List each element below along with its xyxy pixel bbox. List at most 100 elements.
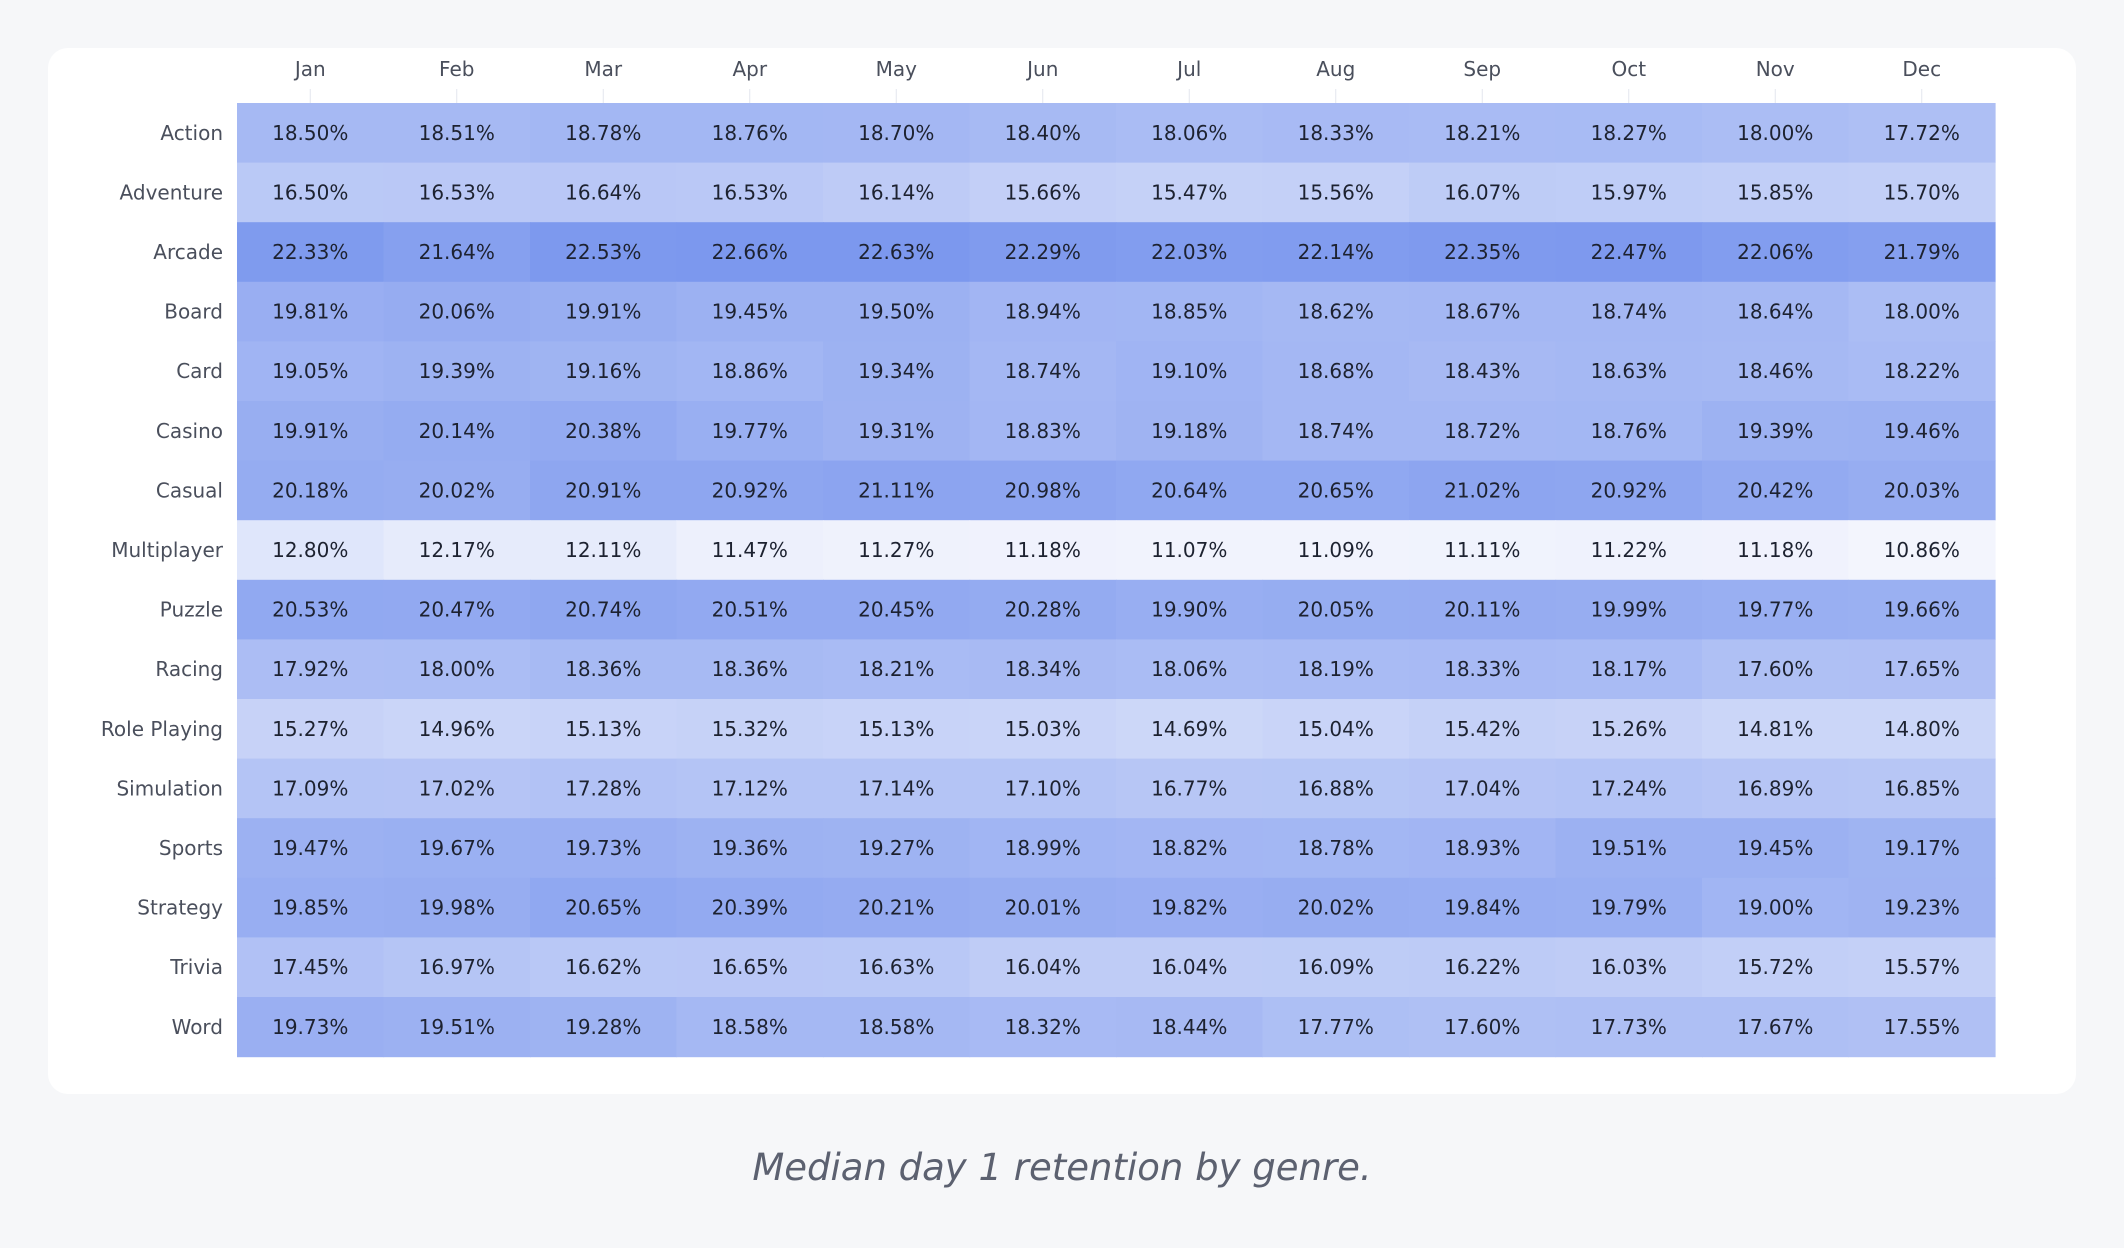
- cell-action-may: [823, 103, 971, 164]
- cell-adventure-jun: [969, 162, 1117, 223]
- cell-value-card-dec: 18.22%: [1884, 359, 1960, 383]
- cell-card-aug: [1262, 341, 1410, 402]
- cell-casual-aug: [1262, 460, 1410, 521]
- cell-value-board-apr: 19.45%: [712, 300, 788, 324]
- cell-value-sports-apr: 19.36%: [712, 836, 788, 860]
- cell-puzzle-aug: [1262, 579, 1410, 640]
- cell-value-casual-jan: 20.18%: [272, 478, 348, 502]
- cell-value-multiplayer-nov: 11.18%: [1737, 538, 1813, 562]
- cell-racing-sep: [1409, 639, 1557, 700]
- cell-word-jan: [237, 997, 385, 1058]
- cell-value-sports-may: 19.27%: [858, 836, 934, 860]
- cell-multiplayer-dec: [1848, 520, 1996, 581]
- cell-arcade-may: [823, 222, 971, 283]
- cell-action-aug: [1262, 103, 1410, 164]
- cell-adventure-oct: [1555, 162, 1703, 223]
- cell-value-multiplayer-may: 11.27%: [858, 538, 934, 562]
- cell-value-casino-feb: 20.14%: [419, 419, 495, 443]
- cell-value-racing-jan: 17.92%: [272, 657, 348, 681]
- col-label-dec: Dec: [1902, 57, 1941, 81]
- cell-arcade-jul: [1116, 222, 1264, 283]
- cell-value-puzzle-mar: 20.74%: [565, 598, 641, 622]
- cell-trivia-jun: [969, 937, 1117, 998]
- cell-value-casual-aug: 20.65%: [1298, 478, 1374, 502]
- col-label-mar: Mar: [584, 57, 623, 81]
- cell-multiplayer-oct: [1555, 520, 1703, 581]
- cell-value-arcade-may: 22.63%: [858, 240, 934, 264]
- cell-trivia-nov: [1702, 937, 1850, 998]
- cell-word-feb: [383, 997, 531, 1058]
- cell-card-sep: [1409, 341, 1557, 402]
- cell-value-action-feb: 18.51%: [419, 121, 495, 145]
- cell-board-jul: [1116, 281, 1264, 342]
- cell-role-playing-oct: [1555, 699, 1703, 760]
- cell-value-arcade-oct: 22.47%: [1591, 240, 1667, 264]
- cell-value-word-dec: 17.55%: [1884, 1015, 1960, 1039]
- cell-trivia-mar: [530, 937, 678, 998]
- cell-value-multiplayer-dec: 10.86%: [1884, 538, 1960, 562]
- cell-value-simulation-may: 17.14%: [858, 776, 934, 800]
- cell-value-simulation-apr: 17.12%: [712, 776, 788, 800]
- row-label-trivia: Trivia: [169, 955, 223, 979]
- cell-trivia-sep: [1409, 937, 1557, 998]
- cell-adventure-may: [823, 162, 971, 223]
- cell-value-trivia-aug: 16.09%: [1298, 955, 1374, 979]
- cell-casino-dec: [1848, 401, 1996, 462]
- cell-casual-jul: [1116, 460, 1264, 521]
- cell-adventure-aug: [1262, 162, 1410, 223]
- cell-racing-dec: [1848, 639, 1996, 700]
- cell-value-puzzle-jan: 20.53%: [272, 598, 348, 622]
- cell-simulation-feb: [383, 758, 531, 819]
- cell-action-jun: [969, 103, 1117, 164]
- cell-casual-oct: [1555, 460, 1703, 521]
- cell-casual-nov: [1702, 460, 1850, 521]
- cell-value-adventure-jul: 15.47%: [1151, 180, 1227, 204]
- cell-casual-mar: [530, 460, 678, 521]
- cell-sports-nov: [1702, 818, 1850, 879]
- cell-card-dec: [1848, 341, 1996, 402]
- cell-value-multiplayer-mar: 12.11%: [565, 538, 641, 562]
- cell-value-card-jan: 19.05%: [272, 359, 348, 383]
- cell-value-card-sep: 18.43%: [1444, 359, 1520, 383]
- cell-value-board-jan: 19.81%: [272, 300, 348, 324]
- col-label-jun: Jun: [1025, 57, 1058, 81]
- cell-action-jan: [237, 103, 385, 164]
- cell-value-card-mar: 19.16%: [565, 359, 641, 383]
- row-label-multiplayer: Multiplayer: [111, 538, 224, 562]
- chart-caption: Median day 1 retention by genre.: [752, 1146, 1372, 1189]
- cell-role-playing-nov: [1702, 699, 1850, 760]
- cell-value-strategy-aug: 20.02%: [1298, 896, 1374, 920]
- cell-strategy-jan: [237, 877, 385, 938]
- cell-board-mar: [530, 281, 678, 342]
- cell-value-casual-oct: 20.92%: [1591, 478, 1667, 502]
- cell-role-playing-dec: [1848, 699, 1996, 760]
- cell-value-strategy-feb: 19.98%: [419, 896, 495, 920]
- cell-arcade-jun: [969, 222, 1117, 283]
- cell-value-card-jul: 19.10%: [1151, 359, 1227, 383]
- cell-puzzle-oct: [1555, 579, 1703, 640]
- cell-strategy-aug: [1262, 877, 1410, 938]
- cell-strategy-apr: [676, 877, 824, 938]
- cell-simulation-dec: [1848, 758, 1996, 819]
- cell-trivia-may: [823, 937, 971, 998]
- cell-strategy-feb: [383, 877, 531, 938]
- cell-arcade-oct: [1555, 222, 1703, 283]
- cell-card-apr: [676, 341, 824, 402]
- cell-word-may: [823, 997, 971, 1058]
- row-label-adventure: Adventure: [120, 180, 223, 204]
- cell-value-puzzle-jul: 19.90%: [1151, 598, 1227, 622]
- cell-casual-feb: [383, 460, 531, 521]
- cell-value-casual-nov: 20.42%: [1737, 478, 1813, 502]
- cell-racing-nov: [1702, 639, 1850, 700]
- cell-value-strategy-oct: 19.79%: [1591, 896, 1667, 920]
- cell-adventure-dec: [1848, 162, 1996, 223]
- cell-value-trivia-jul: 16.04%: [1151, 955, 1227, 979]
- cell-value-simulation-nov: 16.89%: [1737, 776, 1813, 800]
- cell-value-simulation-dec: 16.85%: [1884, 776, 1960, 800]
- cell-value-word-apr: 18.58%: [712, 1015, 788, 1039]
- cell-simulation-jun: [969, 758, 1117, 819]
- cell-value-racing-oct: 18.17%: [1591, 657, 1667, 681]
- cell-role-playing-may: [823, 699, 971, 760]
- cell-multiplayer-jun: [969, 520, 1117, 581]
- cell-sports-sep: [1409, 818, 1557, 879]
